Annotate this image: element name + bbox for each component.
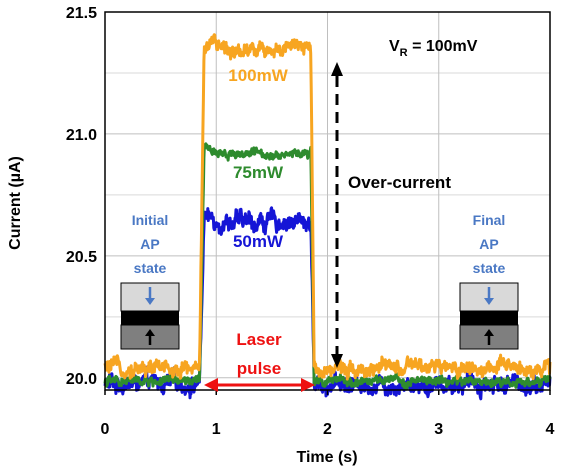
y-tick-label: 21.5	[66, 5, 97, 22]
vr-label: VR = 100mV	[389, 38, 478, 59]
y-axis-title: Current (µA)	[7, 156, 24, 250]
vr-main: V	[389, 38, 400, 55]
x-tick-label: 4	[546, 421, 555, 438]
label-50mw: 50mW	[233, 232, 284, 251]
y-tick-label: 20.5	[66, 249, 97, 266]
final-state-line3: state	[473, 260, 506, 276]
initial-state-line1: Initial	[132, 212, 169, 228]
overcurrent-arrow	[331, 62, 343, 368]
final-mtj-stack-icon	[459, 282, 519, 350]
x-tick-label: 2	[323, 421, 332, 438]
axis-ticks: 20.0 20.5 21.0 21.5 0 1 2 3 4	[66, 5, 555, 438]
series-line-100mw	[103, 33, 552, 381]
x-tick-label: 1	[212, 421, 221, 438]
y-tick-label: 21.0	[66, 127, 97, 144]
label-100mw: 100mW	[228, 66, 288, 85]
x-tick-label: 3	[434, 421, 443, 438]
y-tick-label: 20.0	[66, 371, 97, 388]
laser-label-line1: Laser	[236, 330, 282, 349]
final-state-line2: AP	[479, 236, 498, 252]
laser-label-line2: pulse	[237, 359, 281, 378]
initial-state-line2: AP	[140, 236, 159, 252]
x-tick-label: 0	[101, 421, 110, 438]
x-axis-title: Time (s)	[296, 449, 357, 466]
vr-sub: R	[400, 47, 408, 59]
final-state-line1: Final	[473, 212, 506, 228]
laser-pulse-arrow	[204, 378, 315, 392]
vr-value: = 100mV	[408, 38, 478, 55]
label-75mw: 75mW	[233, 163, 284, 182]
initial-mtj-stack-icon	[120, 282, 180, 350]
overcurrent-label: Over-current	[348, 173, 451, 192]
initial-state-line3: state	[134, 260, 167, 276]
